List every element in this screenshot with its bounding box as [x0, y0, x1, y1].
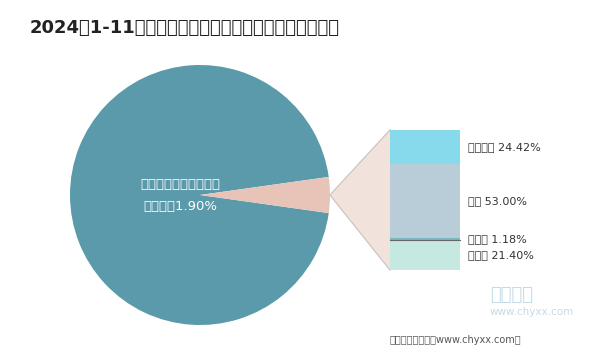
- Wedge shape: [70, 65, 329, 325]
- Text: 智研咨询: 智研咨询: [490, 286, 533, 304]
- Text: www.chyxx.com: www.chyxx.com: [490, 307, 574, 317]
- Bar: [390, 130, 460, 164]
- Bar: [390, 240, 460, 270]
- Text: 寿险 53.00%: 寿险 53.00%: [468, 196, 527, 206]
- Bar: [390, 239, 460, 240]
- Text: 意外险 1.18%: 意外险 1.18%: [468, 234, 526, 244]
- Text: 2024年1-11月黑龙江省原保险保费收入类别对比统计图: 2024年1-11月黑龙江省原保险保费收入类别对比统计图: [30, 19, 340, 37]
- Text: 健康险 21.40%: 健康险 21.40%: [468, 250, 534, 260]
- Wedge shape: [200, 177, 330, 213]
- Polygon shape: [330, 130, 390, 270]
- Text: 财产保险 24.42%: 财产保险 24.42%: [468, 142, 541, 152]
- Text: 制图：智研咨询（www.chyxx.com）: 制图：智研咨询（www.chyxx.com）: [390, 335, 522, 345]
- Bar: [390, 164, 460, 239]
- Text: 黑龙江省保险保费占全: 黑龙江省保险保费占全: [140, 179, 220, 191]
- Text: 国比重为1.90%: 国比重为1.90%: [143, 201, 217, 213]
